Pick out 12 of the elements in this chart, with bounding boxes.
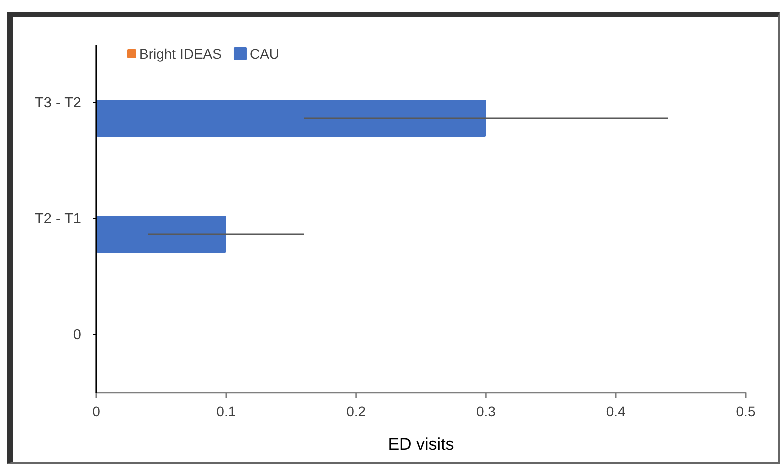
x-tick-label: 0.1 (216, 404, 236, 420)
y-tick-label: T3 - T2 (35, 96, 82, 112)
legend-label: Bright IDEAS (140, 46, 222, 62)
x-tick-label: 0.2 (346, 404, 366, 420)
legend-label: CAU (250, 46, 280, 62)
y-tick-label: T2 - T1 (35, 212, 82, 228)
x-tick-label: 0.5 (736, 404, 756, 420)
x-tick-label: 0.4 (606, 404, 626, 420)
x-tick-label: 0.3 (476, 404, 496, 420)
y-tick-label: 0 (73, 328, 82, 344)
x-tick-label: 0 (92, 404, 101, 420)
x-axis-title: ED visits (388, 435, 454, 454)
